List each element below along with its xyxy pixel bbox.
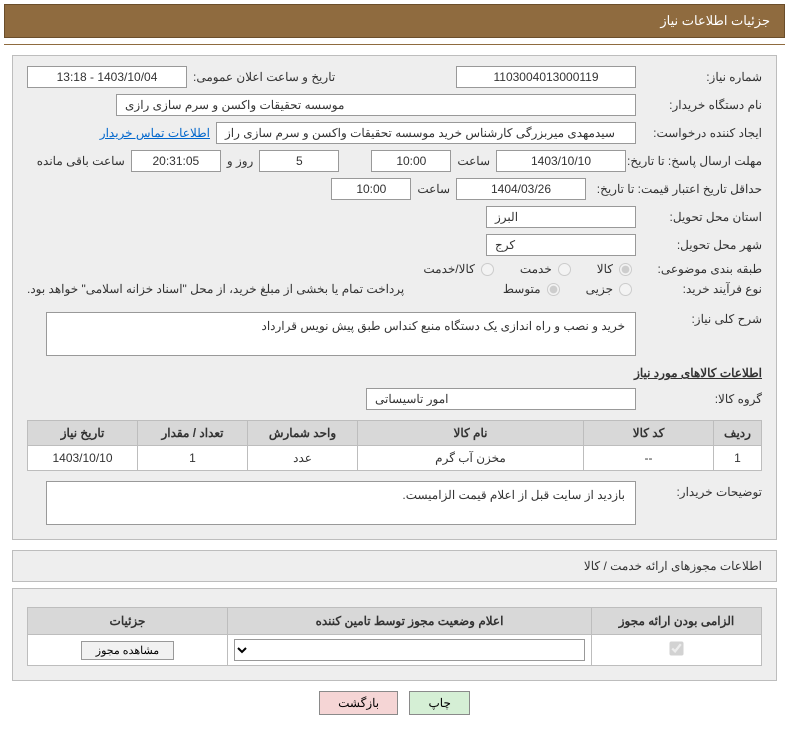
deadline-date-value: 1403/10/10 [496,150,626,172]
separator [4,44,785,45]
subject-class-radios: کالا خدمت کالا/خدمت [423,262,636,276]
buyer-desc-text: بازدید از سایت قبل از اعلام قیمت الزامیس… [46,481,636,525]
licenses-panel: الزامی بودن ارائه مجوز اعلام وضعیت مجوز … [12,588,777,681]
td-name: مخزن آب گرم [358,446,584,471]
radio-goods-service[interactable] [481,263,494,276]
city-value: کرج [486,234,636,256]
th-mandatory: الزامی بودن ارائه مجوز [592,608,762,635]
need-number-value: 1103004013000119 [456,66,636,88]
deadline-reply-label: مهلت ارسال پاسخ: تا تاریخ: [632,154,762,168]
print-button[interactable]: چاپ [409,691,469,715]
goods-group-label: گروه کالا: [642,392,762,406]
announce-datetime-value: 1403/10/04 - 13:18 [27,66,187,88]
action-buttons: چاپ بازگشت [4,691,785,715]
th-name: نام کالا [358,421,584,446]
td-row: 1 [714,446,762,471]
td-qty: 1 [138,446,248,471]
subject-class-label: طبقه بندی موضوعی: [642,262,762,276]
radio-goods-label: کالا [597,262,613,276]
city-label: شهر محل تحویل: [642,238,762,252]
th-qty: تعداد / مقدار [138,421,248,446]
process-type-radios: جزیی متوسط [503,282,636,296]
buyer-contact-link[interactable]: اطلاعات تماس خریدار [100,126,210,140]
th-status: اعلام وضعیت مجوز توسط تامین کننده [228,608,592,635]
page-title-bar: جزئیات اطلاعات نیاز [4,4,785,38]
remaining-time-value: 20:31:05 [131,150,221,172]
radio-service[interactable] [558,263,571,276]
main-info-panel: شماره نیاز: 1103004013000119 تاریخ و ساع… [12,55,777,540]
radio-small-label: جزیی [586,282,613,296]
th-unit: واحد شمارش [248,421,358,446]
view-license-button[interactable]: مشاهده مجوز [81,641,174,660]
radio-small[interactable] [619,283,632,296]
th-date: تاریخ نیاز [28,421,138,446]
buyer-org-value: موسسه تحقیقات واکسن و سرم سازی رازی [116,94,636,116]
validity-time-value: 10:00 [331,178,411,200]
th-detail: جزئیات [28,608,228,635]
td-date: 1403/10/10 [28,446,138,471]
licenses-section-header: اطلاعات مجوزهای ارائه خدمت / کالا [12,550,777,582]
td-status [228,635,592,666]
radio-service-label: خدمت [520,262,552,276]
radio-medium-label: متوسط [503,282,541,296]
th-row: ردیف [714,421,762,446]
goods-group-value: امور تاسیساتی [366,388,636,410]
province-label: استان محل تحویل: [642,210,762,224]
td-code: -- [584,446,714,471]
summary-text: خرید و نصب و راه اندازی یک دستگاه منبع ک… [46,312,636,356]
buyer-org-label: نام دستگاه خریدار: [642,98,762,112]
remaining-label: ساعت باقی مانده [37,154,125,168]
creator-value: سیدمهدی میربزرگی کارشناس خرید موسسه تحقی… [216,122,636,144]
radio-goods-service-label: کالا/خدمت [423,262,474,276]
validity-label: حداقل تاریخ اعتبار قیمت: تا تاریخ: [592,182,762,196]
buyer-desc-label: توضیحات خریدار: [642,481,762,525]
need-number-label: شماره نیاز: [642,70,762,84]
licenses-table: الزامی بودن ارائه مجوز اعلام وضعیت مجوز … [27,607,762,666]
radio-goods[interactable] [619,263,632,276]
remaining-days-value: 5 [259,150,339,172]
announce-datetime-label: تاریخ و ساعت اعلان عمومی: [193,70,335,84]
th-code: کد کالا [584,421,714,446]
td-unit: عدد [248,446,358,471]
validity-date-value: 1404/03/26 [456,178,586,200]
time-label-1: ساعت [457,154,490,168]
table-row: مشاهده مجوز [28,635,762,666]
province-value: البرز [486,206,636,228]
td-mandatory [592,635,762,666]
licenses-section-title: اطلاعات مجوزهای ارائه خدمت / کالا [584,559,762,573]
goods-info-title: اطلاعات کالاهای مورد نیاز [27,366,762,380]
creator-label: ایجاد کننده درخواست: [642,126,762,140]
goods-table: ردیف کد کالا نام کالا واحد شمارش تعداد /… [27,420,762,471]
page-title: جزئیات اطلاعات نیاز [660,13,770,28]
deadline-time-value: 10:00 [371,150,451,172]
status-dropdown[interactable] [234,639,585,661]
table-row: 1 -- مخزن آب گرم عدد 1 1403/10/10 [28,446,762,471]
payment-note: پرداخت تمام یا بخشی از مبلغ خرید، از محل… [27,282,404,296]
radio-medium[interactable] [547,283,560,296]
time-label-2: ساعت [417,182,450,196]
td-detail: مشاهده مجوز [28,635,228,666]
mandatory-checkbox[interactable] [669,641,683,655]
back-button[interactable]: بازگشت [319,691,398,715]
summary-label: شرح کلی نیاز: [642,312,762,326]
process-type-label: نوع فرآیند خرید: [642,282,762,296]
days-and-label: روز و [227,154,254,168]
